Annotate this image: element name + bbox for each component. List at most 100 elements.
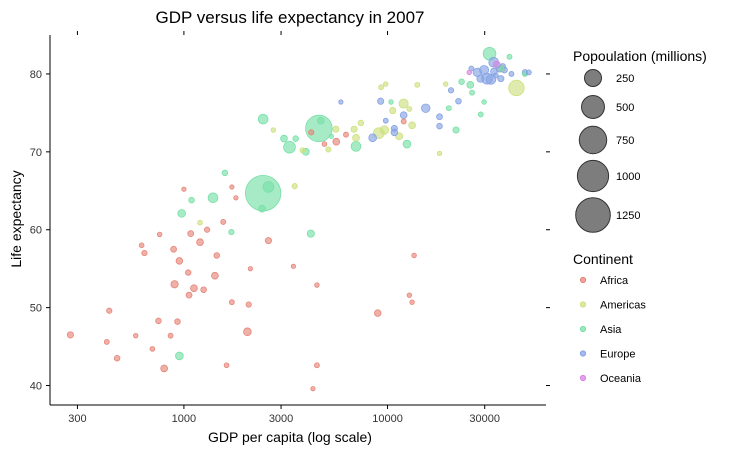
y-tick-label: 50 bbox=[30, 303, 42, 315]
data-point-europe bbox=[476, 74, 485, 83]
color-legend-marker bbox=[579, 350, 587, 357]
data-point-asia bbox=[188, 196, 195, 204]
size-legend-marker bbox=[581, 95, 605, 119]
data-point-americas bbox=[442, 81, 449, 87]
data-point-africa bbox=[160, 364, 168, 373]
color-legend-label: Americas bbox=[600, 300, 646, 312]
data-point-africa bbox=[174, 318, 181, 325]
data-point-asia bbox=[258, 204, 266, 213]
data-point-africa bbox=[409, 299, 415, 305]
data-point-africa bbox=[308, 129, 315, 136]
data-point-africa bbox=[243, 327, 252, 337]
y-tick-label: 60 bbox=[30, 225, 42, 237]
points-layer bbox=[66, 46, 532, 392]
color-legend-marker bbox=[579, 374, 587, 382]
data-point-africa bbox=[167, 332, 174, 339]
size-legend-label: 500 bbox=[616, 102, 634, 114]
data-point-europe bbox=[497, 75, 505, 83]
data-point-europe bbox=[447, 87, 455, 94]
color-legend-marker bbox=[579, 276, 587, 284]
data-point-africa bbox=[170, 280, 179, 289]
data-point-africa bbox=[103, 339, 110, 345]
data-point-asia bbox=[498, 65, 505, 72]
data-point-europe bbox=[382, 117, 389, 124]
color-legend-label: Asia bbox=[600, 324, 622, 336]
data-point-europe bbox=[390, 124, 398, 132]
data-point-africa bbox=[247, 266, 253, 272]
data-point-americas bbox=[299, 147, 306, 154]
data-point-europe bbox=[455, 97, 462, 105]
data-point-africa bbox=[155, 317, 162, 325]
data-point-africa bbox=[200, 286, 207, 293]
size-legend-label: 1000 bbox=[616, 171, 640, 183]
data-point-americas bbox=[350, 125, 358, 133]
data-point-africa bbox=[141, 250, 148, 257]
data-point-americas bbox=[378, 84, 385, 91]
data-point-africa bbox=[233, 195, 239, 201]
data-point-asia bbox=[477, 111, 484, 118]
data-point-europe bbox=[525, 69, 532, 76]
data-point-europe bbox=[436, 113, 443, 121]
color-legend-label: Oceania bbox=[600, 373, 642, 385]
x-tick-label: 30000 bbox=[469, 413, 500, 425]
y-axis-title: Life expectancy bbox=[8, 170, 24, 267]
data-point-europe bbox=[368, 133, 377, 143]
data-point-africa bbox=[310, 386, 316, 392]
data-point-africa bbox=[196, 238, 204, 247]
data-point-americas bbox=[414, 81, 421, 88]
data-point-africa bbox=[245, 301, 252, 308]
y-tick-label: 40 bbox=[30, 381, 42, 393]
size-legend-marker bbox=[583, 68, 603, 88]
size-legend-label: 750 bbox=[616, 135, 634, 147]
data-point-africa bbox=[170, 245, 177, 253]
x-tick-label: 1000 bbox=[172, 413, 196, 425]
size-legend-marker bbox=[575, 197, 611, 233]
data-point-asia bbox=[257, 113, 269, 125]
y-tick-label: 70 bbox=[30, 147, 42, 159]
data-point-africa bbox=[343, 131, 349, 138]
data-point-asia bbox=[469, 89, 475, 96]
data-point-africa bbox=[314, 362, 320, 369]
data-point-americas bbox=[270, 127, 277, 133]
data-point-asia bbox=[350, 141, 362, 152]
data-point-americas bbox=[197, 219, 203, 226]
data-point-americas bbox=[389, 107, 397, 115]
data-point-africa bbox=[229, 184, 235, 190]
data-point-asia bbox=[458, 78, 465, 85]
data-point-asia bbox=[292, 135, 299, 142]
data-point-africa bbox=[185, 291, 193, 299]
data-point-asia bbox=[306, 229, 315, 238]
data-point-africa bbox=[411, 252, 417, 259]
data-point-americas bbox=[383, 81, 389, 87]
data-point-africa bbox=[204, 226, 211, 233]
data-point-europe bbox=[377, 97, 385, 105]
data-point-africa bbox=[156, 231, 163, 238]
chart-title: GDP versus life expectancy in 2007 bbox=[156, 8, 425, 27]
data-point-asia bbox=[445, 105, 452, 112]
data-point-americas bbox=[332, 125, 340, 133]
data-point-asia bbox=[481, 99, 487, 105]
data-point-asia bbox=[328, 133, 334, 139]
data-point-asia bbox=[175, 351, 184, 361]
size-legend-label: 250 bbox=[616, 73, 634, 85]
data-point-africa bbox=[228, 299, 235, 306]
data-point-africa bbox=[321, 141, 328, 147]
data-point-europe bbox=[436, 122, 443, 130]
data-point-africa bbox=[66, 331, 74, 339]
data-point-africa bbox=[113, 355, 121, 362]
data-point-africa bbox=[314, 282, 320, 288]
data-point-africa bbox=[264, 237, 272, 245]
data-point-asia bbox=[283, 140, 296, 154]
data-point-americas bbox=[291, 183, 298, 190]
y-tick-label: 80 bbox=[30, 69, 42, 81]
size-legend-items: 250 500 750 1000 1250 bbox=[575, 68, 640, 233]
data-point-europe bbox=[492, 72, 499, 79]
data-point-americas bbox=[325, 146, 332, 153]
data-point-africa bbox=[374, 309, 382, 317]
data-point-americas bbox=[406, 106, 413, 112]
data-point-africa bbox=[400, 118, 407, 125]
data-point-africa bbox=[181, 186, 187, 192]
data-point-africa bbox=[290, 263, 297, 269]
data-point-africa bbox=[149, 346, 156, 352]
data-point-europe bbox=[399, 111, 408, 120]
